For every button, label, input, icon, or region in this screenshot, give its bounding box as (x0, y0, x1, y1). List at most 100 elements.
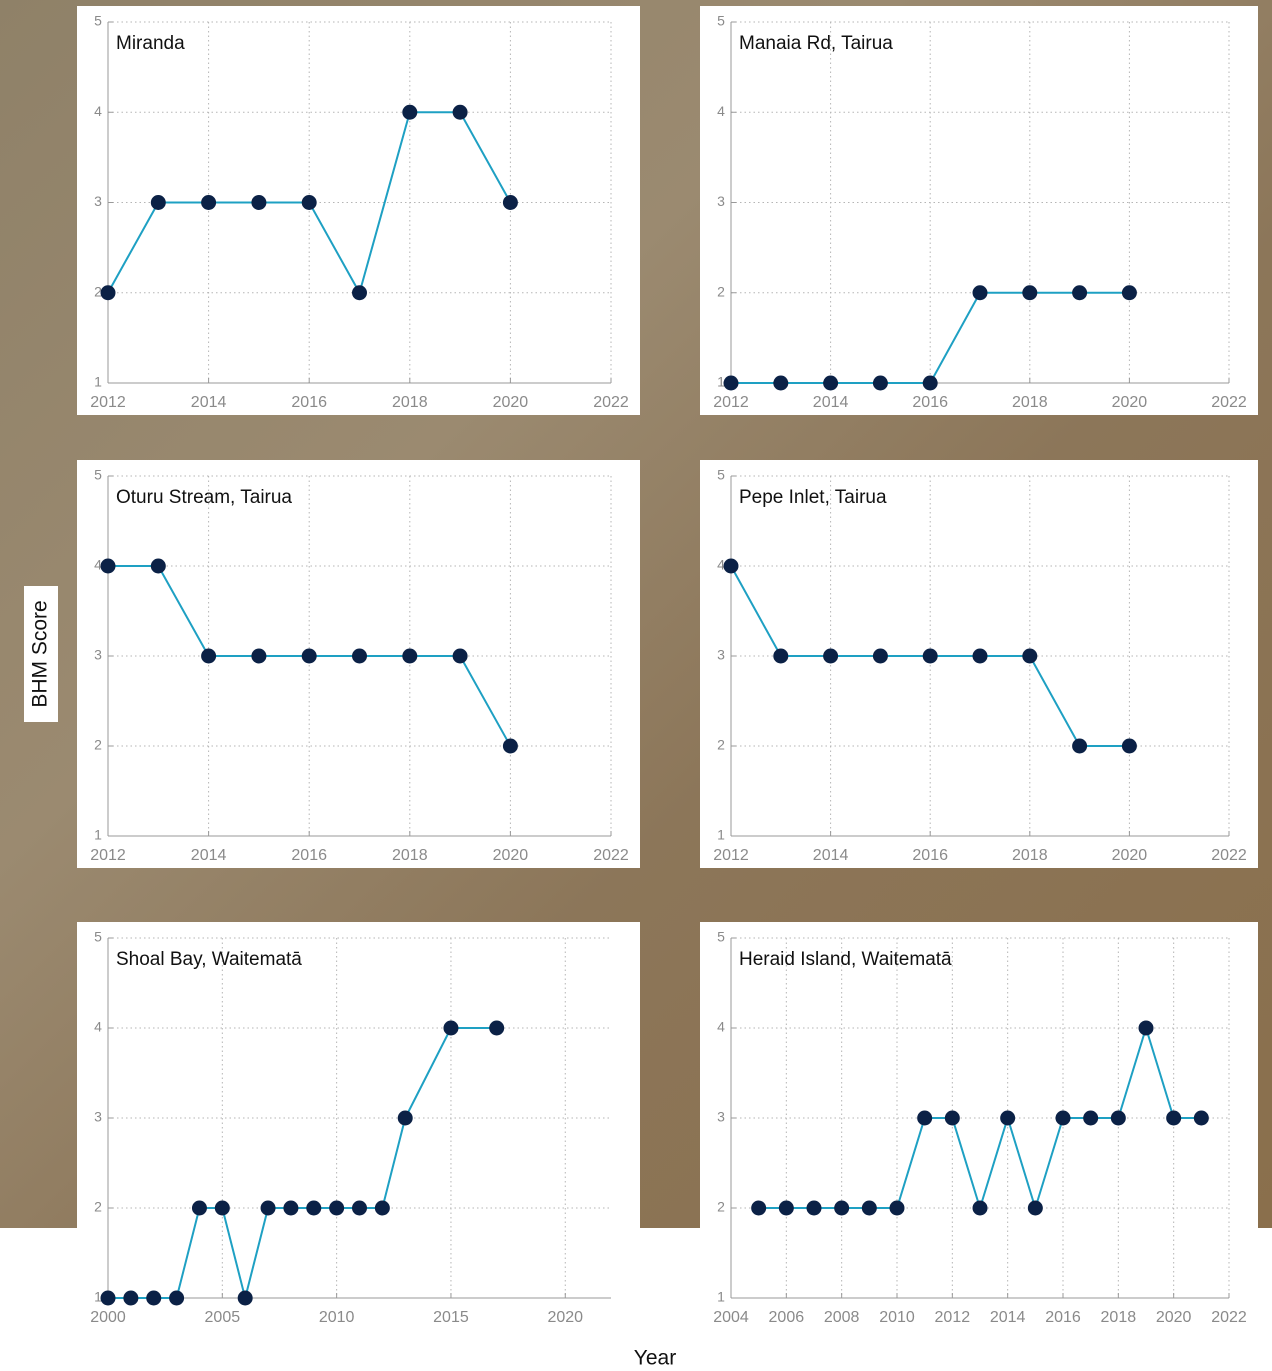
data-point (1055, 1110, 1071, 1126)
data-point (100, 1290, 116, 1306)
x-tick-label: 2014 (813, 394, 849, 411)
data-point (1083, 1110, 1099, 1126)
x-tick-label: 2020 (493, 847, 529, 864)
data-point (251, 195, 267, 210)
data-point (773, 648, 789, 664)
y-tick-label: 5 (717, 929, 725, 945)
y-tick-label: 3 (717, 647, 725, 663)
x-tick-label: 2022 (1211, 847, 1247, 864)
data-point (352, 1200, 367, 1216)
data-point (823, 648, 839, 664)
data-point (834, 1200, 850, 1216)
data-point (169, 1290, 185, 1306)
data-point (1193, 1110, 1209, 1126)
data-point (1027, 1200, 1043, 1216)
y-tick-label: 3 (94, 647, 102, 663)
x-tick-label: 2022 (593, 394, 629, 411)
y-tick-label: 4 (94, 1019, 102, 1035)
chart-panel: 1 2 3 4 5 2004 2006 2008 2010 2012 2014 2016 2018 202… (700, 922, 1258, 1330)
x-tick-label: 2005 (205, 1309, 241, 1326)
y-tick-label: 1 (717, 374, 725, 390)
data-point (917, 1110, 933, 1126)
data-point (723, 558, 739, 574)
panel-background (77, 922, 640, 1330)
data-point (922, 648, 938, 664)
data-point (100, 285, 116, 301)
y-tick-label: 5 (717, 13, 725, 29)
data-point (889, 1200, 905, 1216)
data-point (452, 648, 468, 664)
data-point (751, 1200, 767, 1216)
data-point (201, 648, 217, 664)
data-point (251, 648, 267, 664)
x-tick-label: 2016 (1045, 1309, 1081, 1326)
data-point (443, 1020, 459, 1036)
data-point (806, 1200, 822, 1216)
panel-background (77, 6, 640, 415)
data-point (1072, 285, 1088, 301)
chart-panel: 1 2 3 4 5 2000 2005 2010 2015 2020 Shoal Bay, Wait… (77, 922, 640, 1330)
x-tick-label: 2015 (433, 1309, 469, 1326)
data-point (1121, 738, 1137, 754)
data-point (1121, 285, 1137, 301)
x-tick-label: 2014 (191, 847, 227, 864)
x-tick-label: 2020 (493, 394, 529, 411)
data-point (922, 375, 938, 391)
data-point (123, 1290, 139, 1306)
x-tick-label: 2000 (90, 1309, 126, 1326)
y-tick-label: 5 (94, 13, 102, 29)
charts: 1 2 3 4 5 2012 2014 2016 2018 2020 2022 Miranda 1 2 3 4… (77, 6, 1258, 1330)
y-tick-label: 2 (717, 283, 725, 299)
x-tick-label: 2016 (291, 847, 327, 864)
data-point (146, 1290, 162, 1306)
x-tick-label: 2012 (935, 1309, 971, 1326)
x-tick-label: 2010 (319, 1309, 355, 1326)
data-point (872, 648, 888, 664)
x-tick-label: 2018 (392, 394, 428, 411)
y-tick-label: 2 (94, 737, 102, 753)
x-tick-label: 2018 (392, 847, 428, 864)
data-point (1072, 738, 1088, 754)
data-point (972, 648, 988, 664)
chart-title: Pepe Inlet, Tairua (739, 487, 887, 508)
x-tick-label: 2022 (1211, 394, 1247, 411)
x-tick-label: 2022 (593, 847, 629, 864)
y-tick-label: 1 (94, 1289, 102, 1305)
panel-background (77, 460, 640, 868)
data-point (352, 648, 367, 664)
chart-title: Shoal Bay, Waitematā (116, 949, 302, 970)
y-tick-label: 5 (717, 467, 725, 483)
data-point (191, 1200, 207, 1216)
y-tick-label: 1 (717, 1289, 725, 1305)
x-tick-label: 2020 (1156, 1309, 1192, 1326)
x-tick-label: 2020 (547, 1309, 583, 1326)
data-point (214, 1200, 230, 1216)
data-point (150, 558, 166, 574)
x-tick-label: 2004 (713, 1309, 749, 1326)
data-line (108, 1027, 497, 1299)
data-point (100, 558, 116, 574)
panel-background (700, 6, 1258, 415)
chart-panel: 1 2 3 4 5 2012 2014 2016 2018 2020 2022 Pepe Inlet,… (700, 460, 1258, 868)
data-point (329, 1200, 345, 1216)
data-point (301, 648, 317, 664)
y-tick-label: 4 (717, 557, 725, 573)
x-tick-label: 2012 (90, 394, 126, 411)
data-point (306, 1200, 322, 1216)
data-point (283, 1200, 299, 1216)
data-point (778, 1200, 794, 1216)
y-tick-label: 4 (717, 1019, 725, 1035)
x-tick-label: 2014 (990, 1309, 1026, 1326)
panel-background (700, 460, 1258, 868)
x-tick-label: 2018 (1101, 1309, 1137, 1326)
panel-background (700, 922, 1258, 1330)
data-point (773, 375, 789, 391)
chart-panel: 1 2 3 4 5 2012 2014 2016 2018 2020 2022 Manaia Rd, … (700, 6, 1258, 415)
data-point (944, 1110, 960, 1126)
data-point (374, 1200, 390, 1216)
data-point (237, 1290, 253, 1306)
y-axis-label: BHM Score (29, 600, 52, 707)
y-tick-label: 2 (94, 1199, 102, 1215)
y-tick-label: 1 (717, 827, 725, 843)
x-tick-label: 2022 (1211, 1309, 1247, 1326)
